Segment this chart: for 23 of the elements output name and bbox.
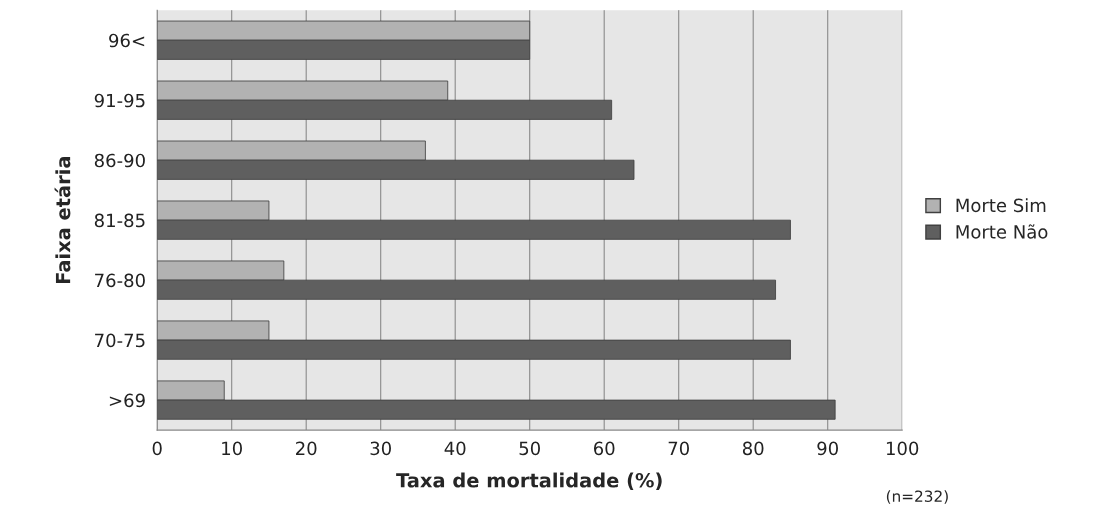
y-tick-label: 86-90 <box>94 153 145 168</box>
x-tick-label: 70 <box>668 441 689 456</box>
x-tick-label: 10 <box>222 441 242 456</box>
y-tick-label: >69 <box>109 393 145 408</box>
x-tick-label: 40 <box>444 441 466 456</box>
legend-label: Morte Não <box>956 224 1048 239</box>
x-tick-label: 90 <box>817 441 838 456</box>
y-tick-label: 70-75 <box>95 333 145 348</box>
x-tick-label: 50 <box>519 441 540 456</box>
x-tick-label: 20 <box>296 441 317 456</box>
y-tick-label: 96< <box>109 33 145 48</box>
y-tick-label: 91-95 <box>94 93 145 108</box>
legend-label: Morte Sim <box>956 198 1046 213</box>
x-tick-label: 60 <box>593 441 615 456</box>
x-axis-title: Taxa de mortalidade (%) <box>396 472 662 490</box>
y-tick-label: 76-80 <box>95 273 145 288</box>
x-tick-label: 0 <box>152 441 162 456</box>
x-tick-label: 80 <box>742 441 764 456</box>
y-axis-title: Faixa etária <box>54 157 71 284</box>
x-tick-label: 30 <box>370 441 391 456</box>
y-tick-label: 81-85 <box>94 213 145 228</box>
x-tick-label: 100 <box>886 441 919 456</box>
text: (n=232) <box>886 490 948 504</box>
